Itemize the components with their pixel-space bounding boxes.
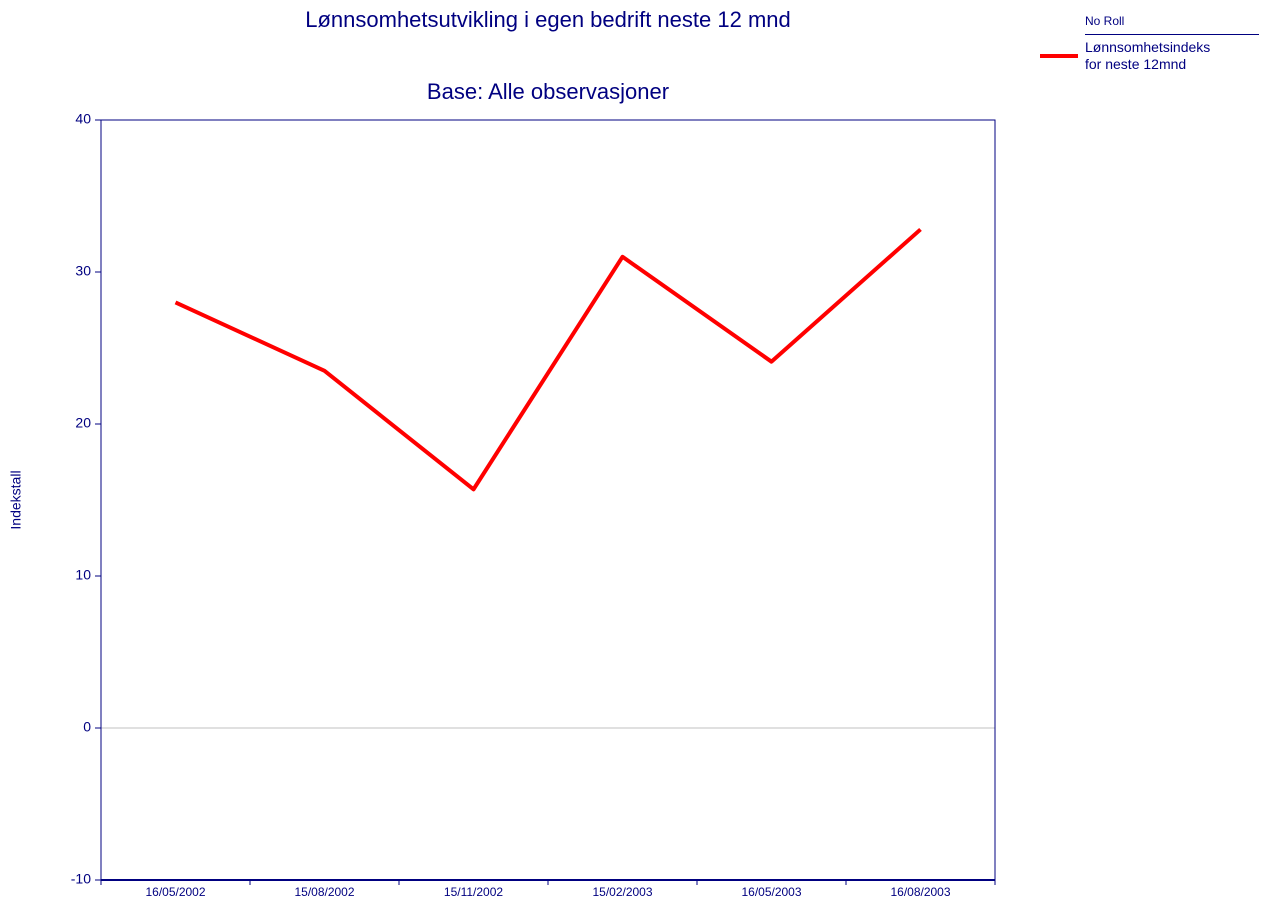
legend-title: No Roll — [1085, 14, 1259, 35]
x-tick-label: 15/11/2002 — [444, 885, 503, 899]
x-tick-label: 16/05/2002 — [145, 885, 205, 899]
x-tick-label: 16/08/2003 — [890, 885, 950, 899]
y-tick-label: 20 — [75, 415, 91, 431]
plot-frame — [100, 119, 996, 881]
x-tick-label: 16/05/2003 — [741, 885, 801, 899]
y-tick-label: 0 — [83, 719, 91, 735]
chart-title: Lønnsomhetsutvikling i egen bedrift nest… — [305, 7, 791, 32]
legend-swatch — [1040, 54, 1078, 58]
series-line — [174, 227, 922, 492]
legend: No Roll Lønnsomhetsindeks for neste 12mn… — [1040, 14, 1263, 73]
legend-entry: Lønnsomhetsindeks for neste 12mnd — [1040, 39, 1263, 73]
x-tick-label: 15/02/2003 — [592, 885, 652, 899]
chart-subtitle: Base: Alle observasjoner — [427, 79, 669, 104]
y-tick-label: 30 — [75, 263, 91, 279]
y-tick-label: 40 — [75, 111, 91, 127]
x-tick-label: 15/08/2002 — [294, 885, 354, 899]
legend-label: Lønnsomhetsindeks for neste 12mnd — [1085, 39, 1211, 72]
y-tick-label: 10 — [75, 567, 91, 583]
y-axis-title: Indekstall — [8, 470, 24, 529]
y-tick-label: -10 — [71, 871, 91, 887]
